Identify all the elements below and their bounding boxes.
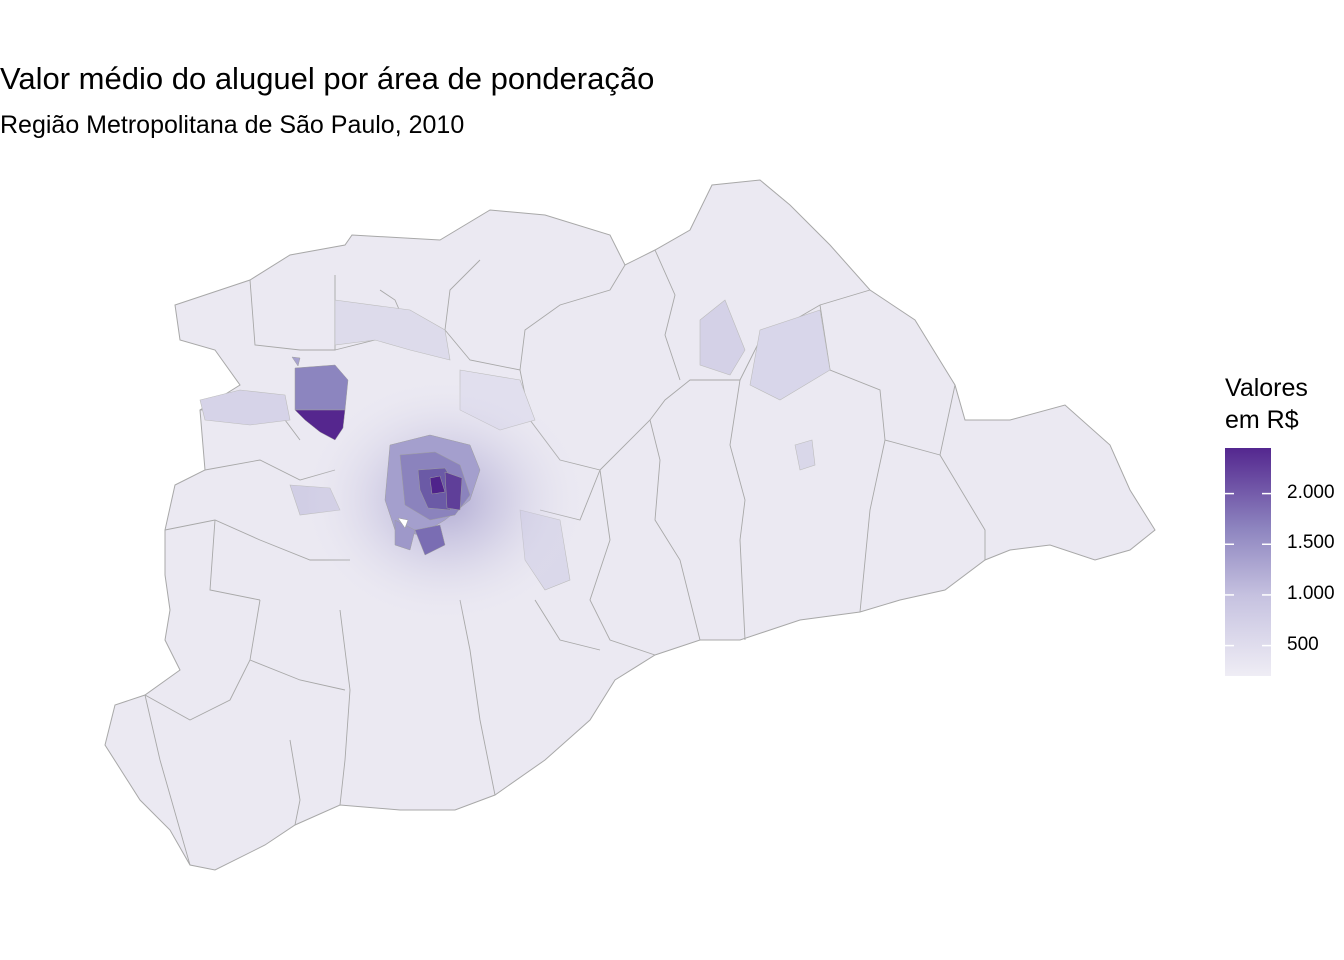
metro-region-outline [104, 179, 1156, 871]
legend-title-line2: em R$ [1225, 406, 1299, 434]
legend-tick-label: 1.000 [1287, 582, 1335, 604]
high-value-areas [384, 434, 481, 556]
legend-tick-label: 2.000 [1287, 481, 1335, 503]
chart-title: Valor médio do aluguel por área de ponde… [0, 61, 655, 96]
legend: Valores em R$ 2.000 1.500 1.000 500 [1225, 372, 1344, 676]
legend-tick-label: 500 [1287, 633, 1319, 655]
legend-gradient [1225, 448, 1271, 676]
legend-colorbar [1225, 448, 1271, 676]
legend-title-line1: Valores [1225, 374, 1308, 402]
legend-tick-marks [1225, 492, 1271, 647]
legend-tick-label: 1.500 [1287, 532, 1335, 554]
chart-subtitle: Região Metropolitana de São Paulo, 2010 [0, 111, 465, 139]
northwest-high-value [291, 356, 349, 441]
